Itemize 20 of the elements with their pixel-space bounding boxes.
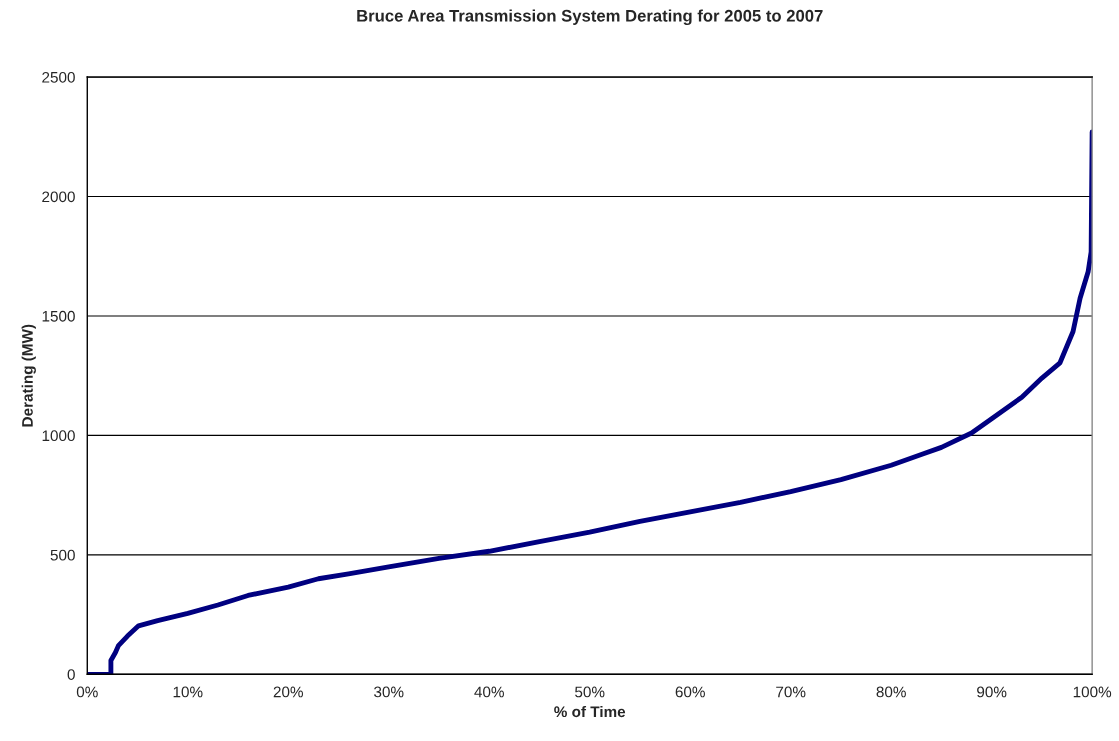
y-axis-title: Derating (MW) xyxy=(21,324,36,427)
x-tick-label: 90% xyxy=(977,686,1007,698)
x-tick-label: 10% xyxy=(173,686,203,698)
y-tick-label: 2500 xyxy=(42,71,75,83)
x-tick-label: 100% xyxy=(1073,686,1112,698)
x-tick-label: 80% xyxy=(876,686,906,698)
x-tick-label: 70% xyxy=(776,686,806,698)
y-tick-label: 1500 xyxy=(42,310,75,322)
y-tick-label: 2000 xyxy=(42,191,75,203)
x-tick-label: 0% xyxy=(76,686,98,698)
chart-title: Bruce Area Transmission System Derating for 2005 to 2007 xyxy=(357,9,823,26)
x-tick-label: 30% xyxy=(374,686,404,698)
x-tick-label: 60% xyxy=(675,686,705,698)
x-axis-title: % of Time xyxy=(554,705,626,718)
x-tick-label: 50% xyxy=(575,686,605,698)
x-tick-label: 40% xyxy=(474,686,504,698)
y-tick-label: 0 xyxy=(67,669,75,680)
y-tick-label: 1000 xyxy=(42,430,75,442)
x-tick-label: 20% xyxy=(273,686,303,698)
y-tick-label: 500 xyxy=(50,549,75,561)
